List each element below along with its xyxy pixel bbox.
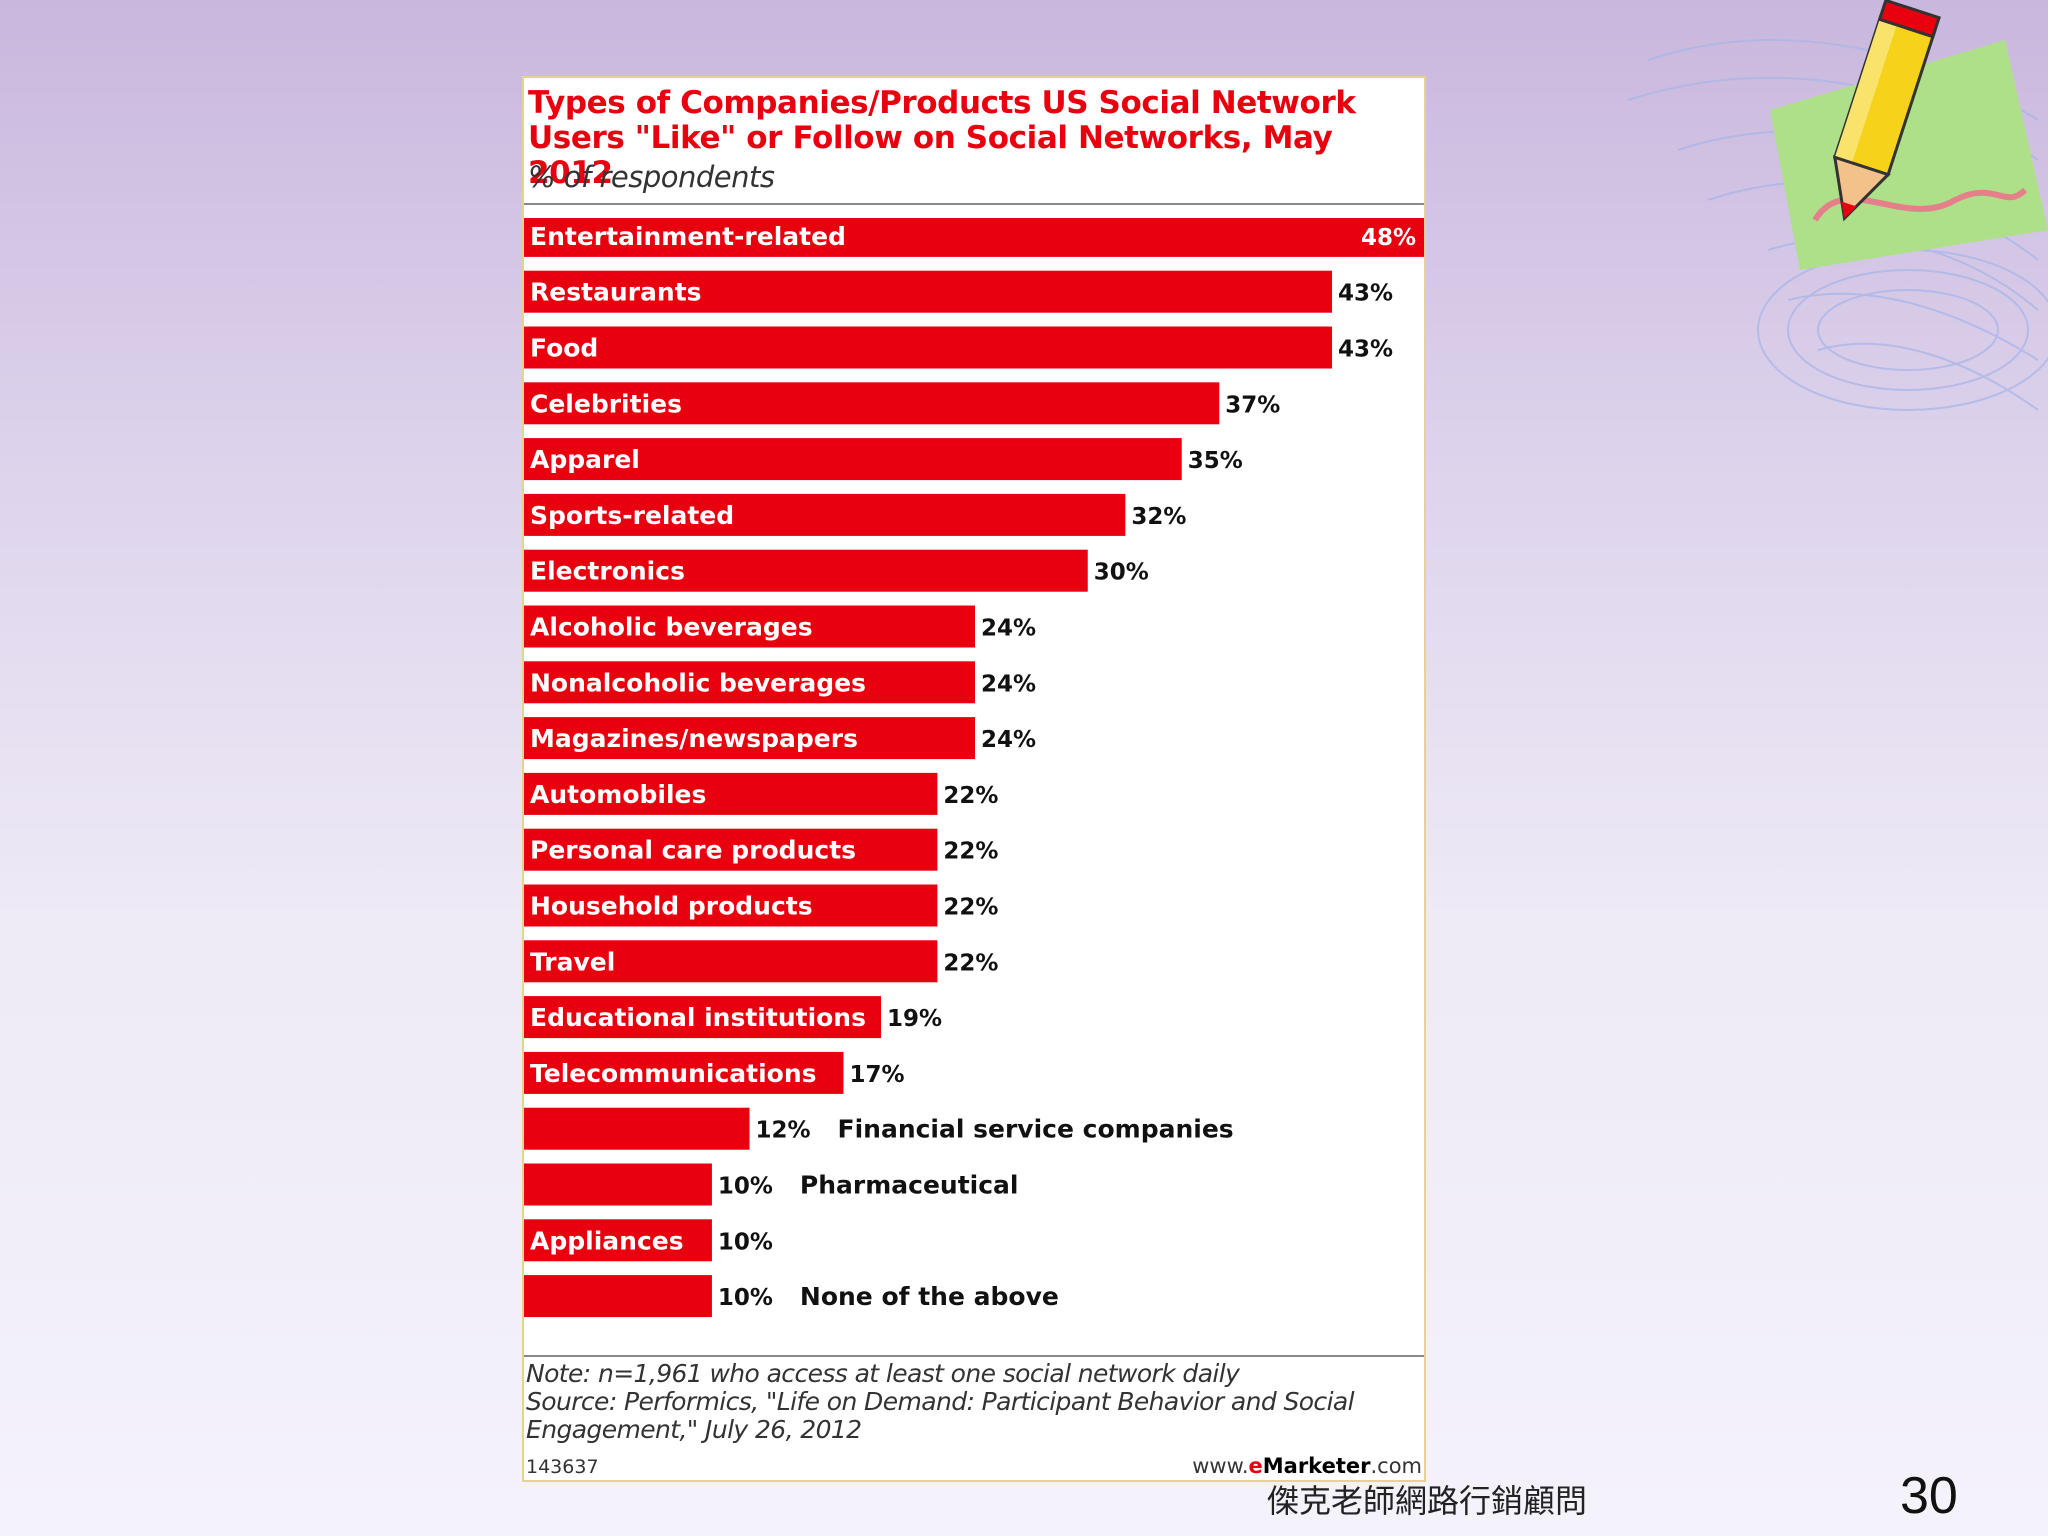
pencil-clipart (1770, 0, 2048, 270)
source-line: Engagement," July 26, 2012 (526, 1415, 862, 1444)
category-label: Household products (530, 892, 813, 921)
bar (524, 828, 938, 871)
bar (524, 218, 1424, 257)
category-label: Sports-related (530, 501, 734, 530)
brand-name: Marketer (1262, 1454, 1371, 1478)
category-label: Nonalcoholic beverages (530, 668, 866, 697)
category-label: Telecommunications (530, 1059, 817, 1088)
value-label: 19% (887, 1006, 942, 1032)
brand-suffix: .com (1370, 1454, 1422, 1478)
category-label: Appliances (530, 1226, 684, 1255)
bar (524, 772, 938, 815)
category-label: Magazines/newspapers (530, 724, 858, 753)
value-label: 30% (1094, 560, 1149, 586)
category-label: Entertainment-related (530, 222, 846, 251)
bar (524, 996, 882, 1039)
bar (524, 605, 975, 648)
category-label: Pharmaceutical (800, 1171, 1019, 1200)
category-label: Travel (530, 947, 615, 976)
bar-chart-plot: Entertainment-related 48% Restaurants 43% Fo… (524, 218, 1424, 1318)
category-label: Automobiles (530, 780, 706, 809)
value-label: 10% (718, 1174, 773, 1200)
bar (524, 549, 1088, 592)
bar (524, 1219, 712, 1262)
value-label: 32% (1131, 504, 1186, 530)
value-label: 22% (943, 950, 998, 976)
value-label: 37% (1225, 392, 1280, 418)
bar (524, 1107, 750, 1150)
chart-panel: Types of Companies/Products US Social Ne… (522, 76, 1426, 1482)
note-line: Note: n=1,961 who access at least one so… (526, 1359, 1240, 1388)
category-label: Educational institutions (530, 1003, 866, 1032)
bar (524, 884, 938, 927)
category-label: Alcoholic beverages (530, 613, 813, 642)
bar (524, 493, 1126, 536)
value-label: 22% (943, 895, 998, 921)
value-label: 17% (849, 1062, 904, 1088)
bar (524, 326, 1333, 369)
value-label: 35% (1188, 448, 1243, 474)
value-label: 22% (943, 783, 998, 809)
chart-title: Types of Companies/Products US Social Ne… (528, 85, 1356, 191)
title-divider (524, 203, 1424, 205)
value-label: 43% (1338, 337, 1393, 363)
category-label: Restaurants (530, 278, 702, 307)
category-label: Personal care products (530, 836, 856, 865)
chart-notes: Note: n=1,961 who access at least one so… (526, 1360, 1416, 1444)
source-line: Source: Performics, "Life on Demand: Par… (526, 1387, 1355, 1416)
chart-id: 143637 (526, 1456, 599, 1478)
value-label: 22% (943, 839, 998, 865)
category-label: Financial service companies (838, 1115, 1234, 1144)
value-label: 24% (981, 727, 1036, 753)
value-label: 24% (981, 616, 1036, 642)
value-label: 48% (1361, 225, 1416, 251)
bar (524, 382, 1220, 425)
page-number: 30 (1900, 1467, 1958, 1525)
value-label: 24% (981, 671, 1036, 697)
bar (524, 1275, 712, 1318)
category-label: Electronics (530, 557, 685, 586)
chart-subtitle: % of respondents (528, 160, 775, 194)
value-label: 43% (1338, 281, 1393, 307)
emarketer-logo: www.eMarketer.com (1192, 1454, 1422, 1478)
value-label: 12% (756, 1118, 811, 1144)
notes-divider (524, 1355, 1424, 1357)
bar (524, 438, 1182, 481)
brand-prefix: www. (1192, 1454, 1249, 1478)
bar (524, 661, 975, 704)
bar (524, 717, 975, 760)
category-label: Apparel (530, 445, 640, 474)
category-label: Food (530, 334, 598, 363)
bar (524, 1051, 844, 1094)
bar (524, 270, 1333, 313)
category-label: None of the above (800, 1282, 1059, 1311)
slide-footer-text: 傑克老師網路行銷顧問 (1267, 1482, 1588, 1520)
brand-e: e (1248, 1454, 1263, 1478)
value-label: 10% (718, 1229, 773, 1255)
value-label: 10% (718, 1285, 773, 1311)
bar (524, 940, 938, 983)
bar (524, 1163, 712, 1206)
category-label: Celebrities (530, 389, 682, 418)
